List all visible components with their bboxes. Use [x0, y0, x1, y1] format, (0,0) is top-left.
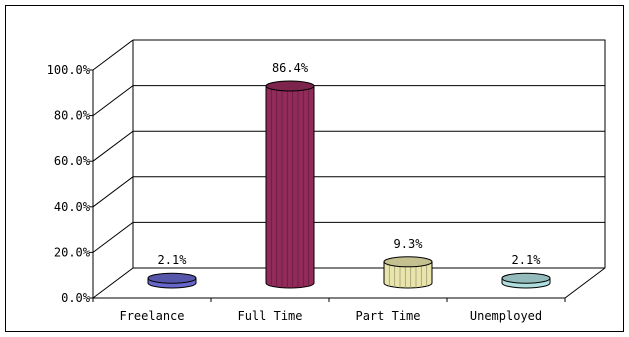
data-label: 2.1%: [158, 253, 188, 267]
x-category-label: Full Time: [237, 309, 302, 323]
side-wall-top-edge: [92, 39, 134, 71]
y-tick-label: 60.0%: [54, 154, 91, 168]
gridline: [92, 130, 605, 162]
bar-top: [501, 272, 551, 284]
data-label: 86.4%: [272, 61, 309, 75]
bar-unemployed: [501, 272, 551, 289]
y-tick-label: 40.0%: [54, 200, 91, 214]
gridline: [92, 176, 605, 208]
bar-body: [265, 85, 315, 289]
y-tick-label: 20.0%: [54, 245, 91, 259]
data-labels: 2.1% 86.4% 9.3% 2.1%: [158, 61, 542, 267]
bar-freelance: [147, 272, 197, 289]
bar-full-time: [265, 80, 315, 289]
data-label: 2.1%: [512, 253, 542, 267]
gridline: [92, 221, 605, 253]
bar-top: [147, 272, 197, 284]
bar-top: [383, 256, 433, 268]
grid-lines: [92, 85, 605, 253]
x-category-label: Part Time: [355, 309, 420, 323]
bars: [147, 80, 551, 289]
bar-body: [383, 261, 433, 289]
data-label: 9.3%: [394, 237, 424, 251]
back-wall-edge: [133, 39, 606, 268]
x-category-label: Freelance: [119, 309, 184, 323]
y-tick-label: 80.0%: [54, 109, 91, 123]
x-category-label: Unemployed: [470, 309, 542, 323]
y-axis-ticks: 0.0% 20.0% 40.0% 60.0% 80.0% 100.0%: [47, 63, 93, 305]
bar-top: [265, 80, 315, 92]
y-tick-label: 0.0%: [61, 291, 91, 305]
bar-part-time: [383, 256, 433, 289]
y-tick-label: 100.0%: [47, 63, 91, 77]
floor-left-edge: [92, 267, 134, 299]
gridline: [92, 85, 605, 116]
x-axis-categories: Freelance Full Time Part Time Unemployed: [92, 298, 566, 323]
